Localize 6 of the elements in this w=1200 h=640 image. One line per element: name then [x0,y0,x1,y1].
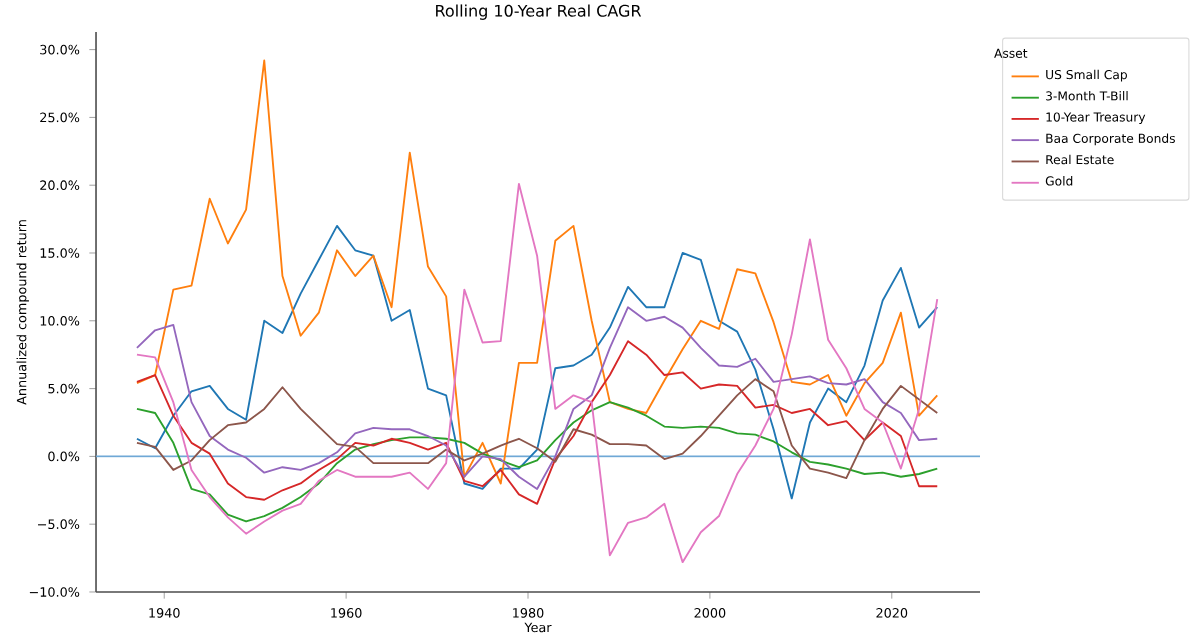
chart-title: Rolling 10-Year Real CAGR [436,4,642,20]
line-series [136,306,939,490]
line-series [136,340,939,505]
line-series [136,59,939,485]
line-series [136,401,939,523]
line-series [136,224,939,500]
